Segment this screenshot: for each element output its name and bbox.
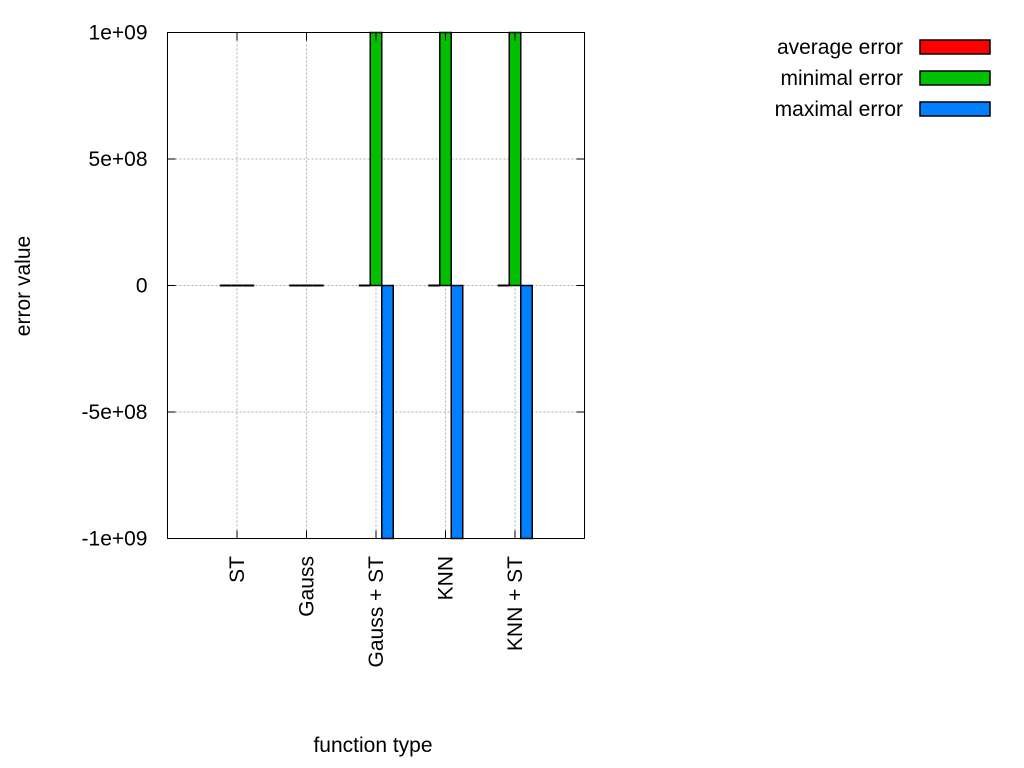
legend-swatch: [919, 70, 991, 86]
bar-minimal-error: [439, 31, 452, 287]
y-axis-label: error value: [12, 236, 35, 336]
x-axis-ticks: ST Gauss Gauss + ST KNN KNN + ST: [226, 32, 527, 668]
bar-maximal-error: [520, 284, 533, 540]
bar-minimal-error: [369, 31, 383, 287]
bar-maximal-error: [381, 284, 394, 540]
y-tick-label: -5e+08: [82, 401, 148, 424]
bar-maximal-error: [450, 284, 464, 540]
bar-minimal-error: [508, 31, 522, 287]
legend-label: maximal error: [775, 98, 903, 121]
x-tick-label: KNN: [435, 556, 458, 600]
y-axis-ticks: 1e+09 5e+08 0 -5e+08 -1e+09: [82, 22, 585, 551]
y-tick-label: -1e+09: [82, 528, 148, 551]
x-tick-label: ST: [226, 556, 249, 583]
legend-label: minimal error: [780, 67, 903, 90]
x-axis-label: function type: [313, 734, 432, 757]
y-tick-label: 1e+09: [89, 22, 148, 45]
x-tick-label: Gauss: [296, 556, 319, 617]
legend: average error minimal error maximal error: [775, 36, 991, 121]
x-tick-label: KNN + ST: [504, 556, 527, 651]
bars: [219, 31, 533, 540]
x-tick-label: Gauss + ST: [365, 556, 388, 668]
y-tick-label: 0: [136, 275, 148, 298]
legend-swatch: [919, 39, 991, 55]
y-tick-label: 5e+08: [89, 148, 148, 171]
legend-label: average error: [777, 36, 903, 59]
legend-swatch: [919, 101, 991, 117]
